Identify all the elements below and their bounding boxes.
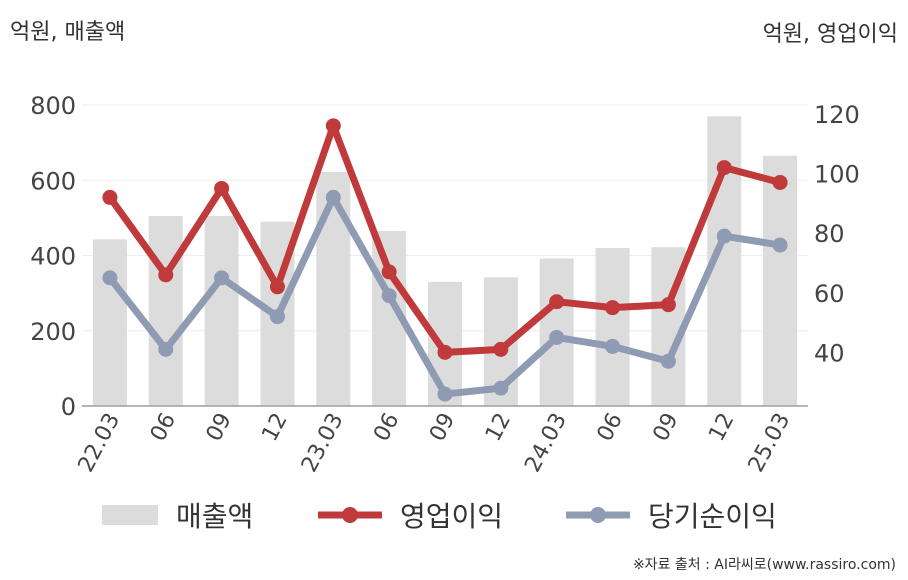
revenue-bar [763,155,798,406]
data-point [269,309,285,325]
x-tick-label: 09 [425,409,460,445]
data-point [214,270,230,286]
left-tick-label: 800 [30,92,76,120]
x-tick-label: 12 [258,409,293,445]
data-point [437,386,453,402]
legend-net-income-label: 당기순이익 [648,500,777,533]
x-tick-label: 09 [648,409,683,445]
data-point [493,380,509,396]
x-tick-label: 06 [146,409,181,445]
right-tick-label: 120 [814,101,860,129]
left-axis-ticks: 0 200 400 600 800 [30,92,76,421]
revenue-bar [148,215,183,406]
data-point [549,329,565,345]
data-point [716,160,732,176]
right-tick-label: 60 [814,280,845,308]
data-point [437,344,453,360]
data-point [660,353,676,369]
x-tick-label: 06 [593,409,628,445]
data-point [381,288,397,304]
left-tick-label: 400 [30,243,76,271]
data-point [716,228,732,244]
right-tick-label: 100 [814,161,860,189]
data-point [381,264,397,280]
x-tick-label: 22.03 [74,409,126,476]
data-point [102,270,118,286]
source-note: ※자료 출처 : AI라씨로(www.rassiro.com) [632,557,896,573]
legend-net-income: 당기순이익 [566,493,777,537]
revenue-bar [92,239,127,406]
right-tick-label: 80 [814,220,845,248]
data-point [214,180,230,196]
right-tick-label: 40 [814,339,845,367]
revenue-bars [92,116,798,406]
right-axis-ticks: 40 60 80 100 120 [814,101,860,367]
x-tick-label: 23.03 [297,409,349,476]
legend-revenue: 매출액 [102,493,253,537]
data-point [605,338,621,354]
revenue-bar [316,171,351,406]
revenue-bar [428,281,462,406]
series-net-income [102,189,788,402]
revenue-bar [595,247,630,406]
line-series [102,118,788,402]
x-axis-ticks: 22.03 06 09 12 23.03 06 09 12 24.03 06 09 12 25.03 [74,409,796,476]
x-tick-label: 24.03 [520,409,572,476]
series-op-income [102,118,788,360]
data-point [325,189,341,205]
legend-revenue-swatch [102,505,158,525]
legend-revenue-label: 매출액 [176,500,254,533]
data-point [772,174,788,190]
x-tick-label: 25.03 [744,409,796,476]
legend-op-income-swatch [318,507,382,523]
data-point [660,297,676,313]
right-axis-unit-label: 억원, 영업이익 [762,22,898,47]
x-tick-label: 12 [704,409,739,445]
left-axis-unit-label: 억원, 매출액 [10,20,126,45]
legend-op-income-label: 영업이익 [400,500,504,533]
data-point [269,279,285,295]
data-point [325,118,341,134]
data-point [102,189,118,205]
data-point [493,341,509,357]
legend-op-income: 영업이익 [318,493,503,537]
data-point [605,300,621,316]
data-point [549,294,565,310]
left-tick-label: 200 [30,318,76,346]
data-point [772,237,788,253]
left-tick-label: 600 [30,167,76,195]
x-tick-label: 06 [369,409,404,445]
legend-net-income-swatch [566,507,630,523]
data-point [158,341,174,357]
revenue-bar [204,215,239,406]
x-tick-label: 09 [202,409,237,445]
x-tick-label: 12 [481,409,516,445]
data-point [158,267,174,283]
left-tick-label: 0 [61,393,76,421]
